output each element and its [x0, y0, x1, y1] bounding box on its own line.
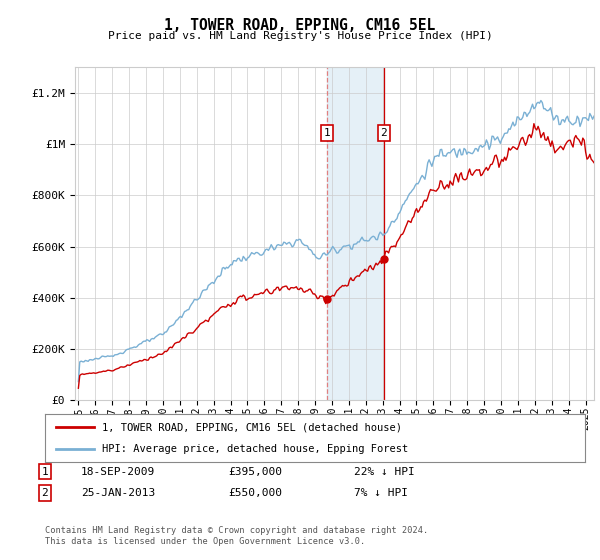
Text: 1, TOWER ROAD, EPPING, CM16 5EL: 1, TOWER ROAD, EPPING, CM16 5EL: [164, 18, 436, 33]
Text: 18-SEP-2009: 18-SEP-2009: [81, 466, 155, 477]
Text: Contains HM Land Registry data © Crown copyright and database right 2024.
This d: Contains HM Land Registry data © Crown c…: [45, 526, 428, 546]
Text: £395,000: £395,000: [228, 466, 282, 477]
Text: 1: 1: [41, 466, 49, 477]
Text: 1, TOWER ROAD, EPPING, CM16 5EL (detached house): 1, TOWER ROAD, EPPING, CM16 5EL (detache…: [101, 422, 402, 432]
Text: Price paid vs. HM Land Registry's House Price Index (HPI): Price paid vs. HM Land Registry's House …: [107, 31, 493, 41]
Text: HPI: Average price, detached house, Epping Forest: HPI: Average price, detached house, Eppi…: [101, 444, 408, 454]
Text: 22% ↓ HPI: 22% ↓ HPI: [354, 466, 415, 477]
Text: 25-JAN-2013: 25-JAN-2013: [81, 488, 155, 498]
Text: 2: 2: [41, 488, 49, 498]
Text: 1: 1: [324, 128, 331, 138]
Bar: [327, 67, 384, 400]
Text: 2: 2: [380, 128, 387, 138]
Text: £550,000: £550,000: [228, 488, 282, 498]
Text: 7% ↓ HPI: 7% ↓ HPI: [354, 488, 408, 498]
